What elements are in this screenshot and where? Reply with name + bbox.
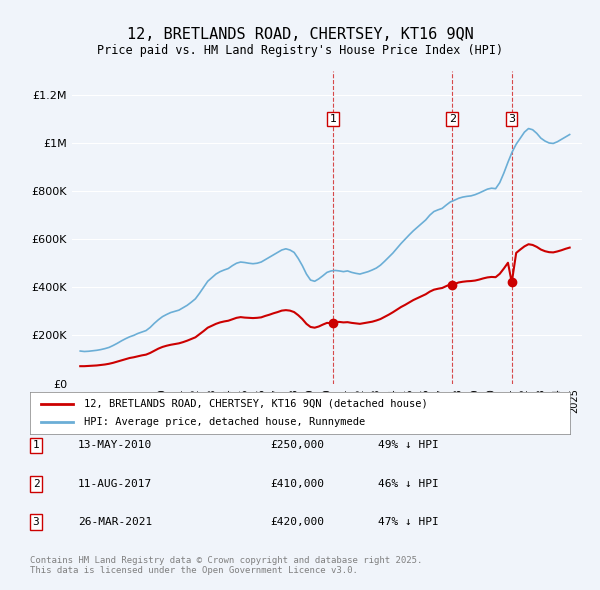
Text: 26-MAR-2021: 26-MAR-2021 — [78, 517, 152, 527]
Text: 49% ↓ HPI: 49% ↓ HPI — [378, 441, 439, 450]
Text: Price paid vs. HM Land Registry's House Price Index (HPI): Price paid vs. HM Land Registry's House … — [97, 44, 503, 57]
Text: 2: 2 — [32, 479, 40, 489]
Text: 12, BRETLANDS ROAD, CHERTSEY, KT16 9QN (detached house): 12, BRETLANDS ROAD, CHERTSEY, KT16 9QN (… — [84, 399, 428, 409]
Text: 46% ↓ HPI: 46% ↓ HPI — [378, 479, 439, 489]
Text: 1: 1 — [329, 114, 337, 124]
Text: £250,000: £250,000 — [270, 441, 324, 450]
Text: 3: 3 — [32, 517, 40, 527]
Text: Contains HM Land Registry data © Crown copyright and database right 2025.
This d: Contains HM Land Registry data © Crown c… — [30, 556, 422, 575]
Text: 1: 1 — [32, 441, 40, 450]
Text: 13-MAY-2010: 13-MAY-2010 — [78, 441, 152, 450]
Text: 47% ↓ HPI: 47% ↓ HPI — [378, 517, 439, 527]
Text: 3: 3 — [508, 114, 515, 124]
Text: £410,000: £410,000 — [270, 479, 324, 489]
Text: £420,000: £420,000 — [270, 517, 324, 527]
Text: HPI: Average price, detached house, Runnymede: HPI: Average price, detached house, Runn… — [84, 417, 365, 427]
Text: 2: 2 — [449, 114, 456, 124]
Text: 12, BRETLANDS ROAD, CHERTSEY, KT16 9QN: 12, BRETLANDS ROAD, CHERTSEY, KT16 9QN — [127, 27, 473, 41]
Text: 11-AUG-2017: 11-AUG-2017 — [78, 479, 152, 489]
